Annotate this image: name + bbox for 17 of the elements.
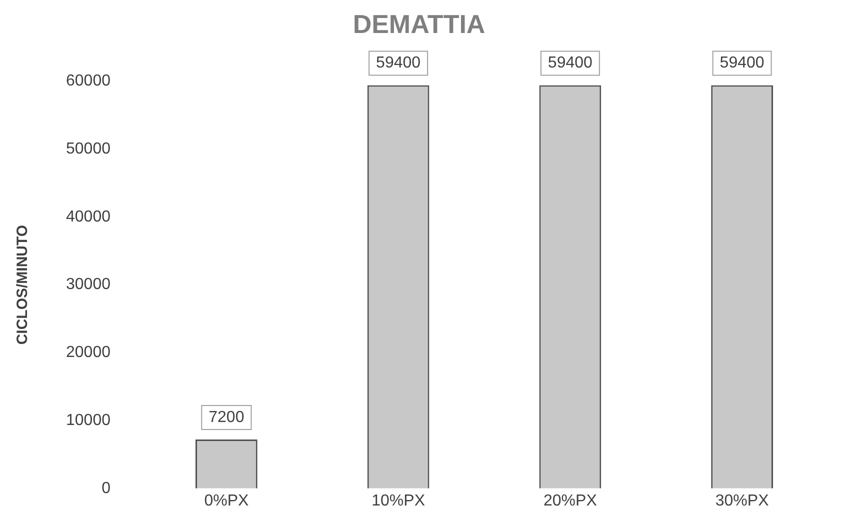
y-tick-label: 0 (102, 480, 111, 497)
y-tick-label: 10000 (66, 412, 111, 429)
y-tick-label: 40000 (66, 208, 111, 226)
data-label: 59400 (548, 54, 593, 72)
x-tick-label: 30%PX (715, 492, 770, 510)
y-tick-label: 60000 (66, 72, 111, 90)
y-tick-label: 20000 (66, 344, 111, 362)
y-tick-label: 50000 (66, 140, 111, 158)
data-label: 59400 (376, 54, 421, 72)
y-axis-title: CICLOS/MINUTO (14, 224, 32, 345)
data-label: 59400 (720, 54, 764, 72)
y-tick-label: 30000 (66, 276, 111, 294)
x-tick-label: 20%PX (543, 492, 598, 510)
x-tick-label: 10%PX (372, 492, 426, 510)
data-label: 7200 (208, 408, 244, 426)
x-tick-label: 0%PX (204, 492, 249, 510)
chart-title: DEMATTIA (352, 8, 486, 39)
